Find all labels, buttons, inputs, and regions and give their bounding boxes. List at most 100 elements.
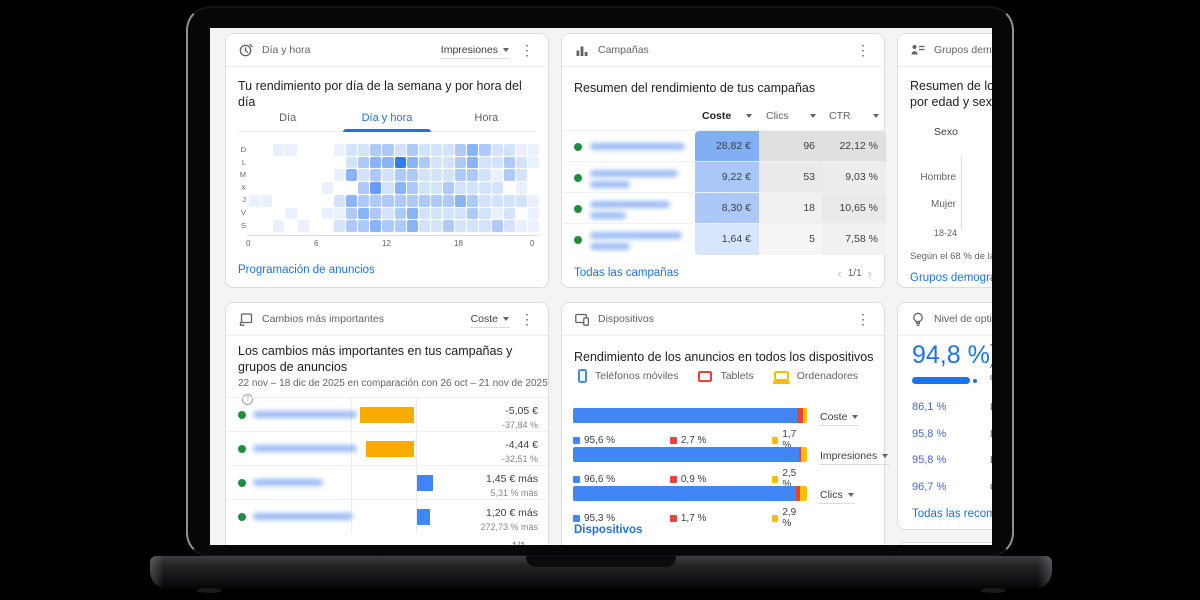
change-bar-positive: [417, 475, 433, 491]
heatmap-cell: [503, 194, 515, 207]
heatmap-cell: [503, 144, 515, 156]
card-demographics-header: Grupos demogr: [898, 34, 992, 67]
heatmap-cell: [382, 156, 394, 169]
next-page-button[interactable]: ›: [532, 540, 536, 545]
heatmap-cell: [418, 182, 430, 194]
kebab-menu-button[interactable]: ⋮: [856, 311, 870, 327]
demographics-link[interactable]: Grupos demográf: [910, 272, 992, 284]
page-indicator: 1/1: [512, 541, 526, 545]
prev-page-button[interactable]: ‹: [837, 266, 842, 281]
kebab-menu-button[interactable]: ⋮: [520, 42, 534, 58]
heatmap-cell: [443, 144, 455, 156]
card-title-label: Dispositivos: [598, 313, 655, 325]
heatmap-cell: [467, 169, 479, 182]
heatmap-cell: [261, 144, 273, 156]
heatmap-cell: [370, 220, 382, 232]
heatmap-cell: [346, 156, 358, 169]
heatmap-cell: [273, 220, 285, 232]
legend-swatch-mobile: [573, 475, 580, 483]
help-icon[interactable]: ?: [242, 394, 253, 406]
heatmap-cell: [527, 182, 539, 194]
heatmap-cell: [394, 194, 406, 207]
heatmap-cell: [394, 207, 406, 220]
heatmap-cell: [527, 194, 539, 207]
heatmap-cell: [503, 207, 515, 220]
devices-icon: [575, 313, 590, 326]
campaigns-title: Resumen del rendimiento de tus campañas: [574, 81, 816, 95]
campaign-name-redacted[interactable]: [590, 232, 690, 250]
heatmap-cell: [273, 169, 285, 182]
devices-legend: Teléfonos móviles Tablets Ordenadores: [578, 369, 870, 384]
legend-swatch-desktop: [771, 475, 779, 483]
heatmap-cell: [479, 194, 491, 207]
chevron-down-icon: [503, 316, 509, 321]
male-label: Hombre: [920, 172, 956, 183]
changes-date-range: 22 nov – 18 dic de 2025 en comparación c…: [238, 377, 548, 406]
cell-ctr: 9,03 %: [822, 162, 886, 193]
campaign-name-redacted[interactable]: [590, 201, 690, 219]
heatmap-cell: [503, 156, 515, 169]
card-top-changes: Cambios más importantes Coste ⋮ Los camb…: [225, 302, 549, 545]
column-header-coste[interactable]: Coste: [695, 110, 759, 122]
tab-dia[interactable]: Día: [279, 112, 297, 124]
heatmap-cell: [479, 182, 491, 194]
campaign-name-redacted[interactable]: [590, 170, 690, 188]
tab-hora[interactable]: Hora: [474, 112, 499, 124]
change-value: -5,05 €: [505, 405, 538, 417]
metric-dropdown[interactable]: Impresiones: [439, 42, 510, 59]
heatmap-cell: [515, 156, 527, 169]
heatmap-cell: [358, 182, 370, 194]
metric-dropdown[interactable]: Impresiones: [819, 448, 890, 465]
metric-dropdown[interactable]: Coste: [819, 409, 860, 426]
ad-schedule-link[interactable]: Programación de anuncios: [238, 264, 375, 276]
heatmap-cell: [479, 156, 491, 169]
heatmap-cell: [358, 169, 370, 182]
metric-dropdown[interactable]: Coste: [469, 311, 510, 328]
heatmap-cell: [261, 169, 273, 182]
heatmap-cell: [515, 182, 527, 194]
heatmap-cell: [249, 144, 261, 156]
change-bar-positive: [417, 509, 430, 525]
all-campaigns-link[interactable]: Todas las campañas: [574, 267, 679, 279]
heatmap-cell: [418, 156, 430, 169]
column-header-ctr[interactable]: CTR: [822, 110, 886, 122]
campaign-name-redacted[interactable]: [253, 411, 357, 418]
tab-dia-y-hora[interactable]: Día y hora: [337, 106, 436, 132]
heatmap-cell: [406, 144, 418, 156]
column-header-clics[interactable]: Clics: [759, 110, 823, 122]
metric-dropdown[interactable]: Clics: [819, 487, 855, 504]
kebab-menu-button[interactable]: ⋮: [856, 42, 870, 58]
heatmap-cell: [515, 207, 527, 220]
change-value: 1,20 € más: [486, 507, 538, 519]
device-stacked-bar: [573, 447, 807, 462]
legend-label-desktop: Ordenadores: [796, 370, 859, 382]
heatmap-cell: [479, 207, 491, 220]
campaign-name-redacted[interactable]: [253, 513, 353, 520]
heatmap-cell: [455, 220, 467, 232]
heatmap-cell: [418, 144, 430, 156]
heatmap-cell: [455, 144, 467, 156]
heatmap-cell: [285, 220, 297, 232]
campaign-score: 96,7 %: [912, 481, 947, 493]
heatmap-cell: [394, 182, 406, 194]
heatmap-cell: [321, 144, 333, 156]
heatmap-cell: [467, 220, 479, 232]
kebab-menu-button[interactable]: ⋮: [520, 311, 534, 327]
heatmap-x-axis: [247, 235, 539, 236]
legend-swatch-mobile: [573, 514, 580, 522]
campaign-label: Ca: [990, 482, 992, 493]
campaign-name-redacted[interactable]: [590, 143, 690, 150]
heatmap-cell: [346, 182, 358, 194]
campaign-name-redacted[interactable]: [253, 479, 323, 486]
heatmap-cell: [382, 207, 394, 220]
heatmap-cell: [273, 182, 285, 194]
heatmap-cell: [418, 220, 430, 232]
cell-coste: 28,82 €: [695, 131, 759, 162]
heatmap-cell: [261, 220, 273, 232]
devices-link[interactable]: Dispositivos: [574, 524, 643, 536]
next-page-button[interactable]: ›: [867, 266, 872, 281]
prev-page-button[interactable]: ‹: [501, 540, 505, 545]
all-recommendations-link[interactable]: Todas las recome: [912, 508, 992, 520]
campaign-name-redacted[interactable]: [253, 445, 357, 452]
